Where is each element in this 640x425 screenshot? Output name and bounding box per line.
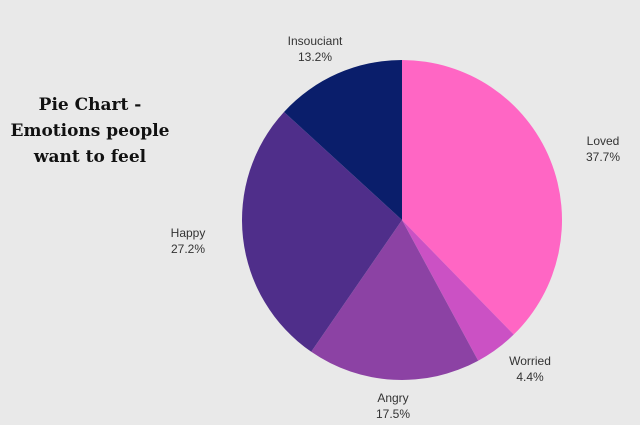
pie-slice-happy: [241, 111, 402, 352]
pie-slice-insouciant: [283, 60, 402, 220]
slice-value-happy: 27.2%: [171, 242, 205, 256]
chart-title: Pie Chart - Emotions people want to feel: [6, 92, 174, 170]
slice-label-angry: Angry: [377, 391, 408, 405]
slice-label-happy: Happy: [171, 226, 206, 240]
chart-title-line-2: Emotions people: [10, 121, 170, 141]
chart-title-line-3: want to feel: [33, 147, 147, 167]
slice-value-angry: 17.5%: [376, 407, 410, 421]
pie-slice-worried: [402, 220, 514, 361]
slice-label-loved: Loved: [587, 134, 620, 148]
slice-label-worried: Worried: [509, 354, 551, 368]
slice-value-loved: 37.7%: [586, 150, 620, 164]
pie-slice-angry: [311, 220, 479, 381]
slice-value-insouciant: 13.2%: [298, 50, 332, 64]
slice-label-insouciant: Insouciant: [288, 34, 343, 48]
slice-value-worried: 4.4%: [516, 370, 544, 384]
pie-slice-loved: [402, 60, 562, 335]
chart-title-line-1: Pie Chart -: [38, 95, 142, 115]
